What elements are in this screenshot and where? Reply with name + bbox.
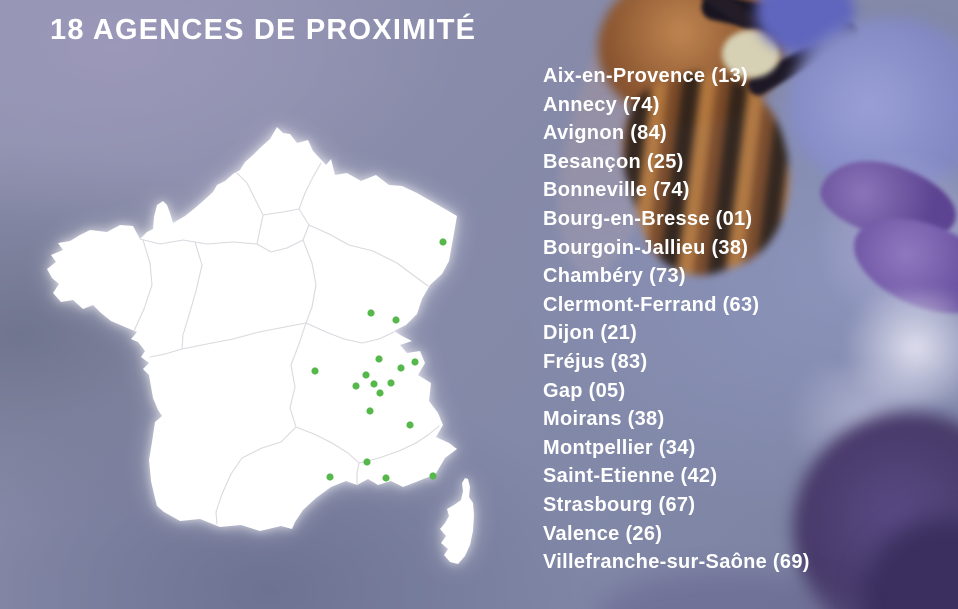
- agency-list-item: Avignon (84): [543, 122, 667, 145]
- region-borders: [133, 162, 440, 525]
- agency-dot-dijon: [367, 309, 375, 317]
- agency-dot-valence: [366, 407, 374, 415]
- agency-dot-avignon: [363, 458, 371, 466]
- agency-list-item: Strasbourg (67): [543, 493, 696, 516]
- france-map: [45, 113, 515, 595]
- agency-list-item: Clermont-Ferrand (63): [543, 293, 760, 316]
- agency-dot-montpellier: [326, 473, 334, 481]
- agency-dot-chamb-ry: [387, 379, 395, 387]
- agency-dot-clermont-ferrand: [311, 367, 319, 375]
- france-mainland-shape: [47, 127, 457, 531]
- agency-list-item: Moirans (38): [543, 408, 665, 431]
- agency-list-item: Bonneville (74): [543, 179, 690, 202]
- corsica-shape: [440, 478, 474, 564]
- agency-list-item: Saint-Etienne (42): [543, 465, 718, 488]
- agency-list-item: Valence (26): [543, 522, 663, 545]
- agency-dot-saint-etienne: [352, 382, 360, 390]
- agency-dot-annecy: [397, 364, 405, 372]
- agency-list-item: Bourg-en-Bresse (01): [543, 207, 753, 230]
- agency-dot-bourgoin-jallieu: [370, 380, 378, 388]
- agency-dot-gap: [406, 421, 414, 429]
- agency-dot-bourg-en-bresse: [375, 355, 383, 363]
- agency-list-item: Dijon (21): [543, 322, 638, 345]
- agency-list-item: Chambéry (73): [543, 265, 686, 288]
- agency-list: Aix-en-Provence (13) Annecy (74) Avignon…: [543, 62, 810, 577]
- agency-list-item: Aix-en-Provence (13): [543, 65, 748, 87]
- agency-list-item: Fréjus (83): [543, 350, 648, 373]
- agency-list-item: Montpellier (34): [543, 436, 696, 459]
- agency-dot-besan-on: [392, 316, 400, 324]
- agency-dot-villefranche-sur-sa-ne: [362, 371, 370, 379]
- agency-dot-fr-jus: [429, 472, 437, 480]
- agency-list-item: Bourgoin-Jallieu (38): [543, 236, 749, 259]
- agency-dot-aix-en-provence: [382, 474, 390, 482]
- agency-dot-moirans: [376, 389, 384, 397]
- page-title: 18 AGENCES DE PROXIMITÉ: [50, 14, 477, 46]
- agency-list-item: Annecy (74): [543, 93, 660, 116]
- agency-dot-strasbourg: [439, 238, 447, 246]
- agency-dot-bonneville: [411, 358, 419, 366]
- agency-dots: [311, 238, 447, 482]
- agency-list-item: Besançon (25): [543, 150, 684, 173]
- agency-list-item: Gap (05): [543, 379, 626, 402]
- agency-list-item: Villefranche-sur-Saône (69): [543, 551, 810, 574]
